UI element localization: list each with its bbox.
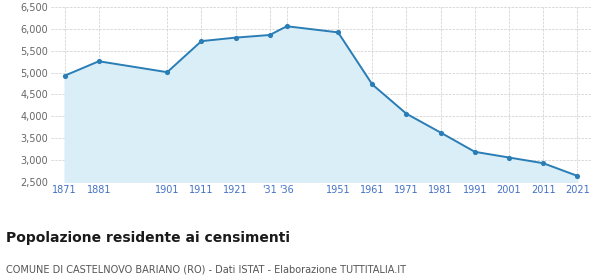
Text: COMUNE DI CASTELNOVO BARIANO (RO) - Dati ISTAT - Elaborazione TUTTITALIA.IT: COMUNE DI CASTELNOVO BARIANO (RO) - Dati… xyxy=(6,265,406,275)
Point xyxy=(436,130,445,135)
Point xyxy=(333,30,343,35)
Point xyxy=(401,111,411,116)
Point xyxy=(60,73,70,78)
Point xyxy=(163,70,172,74)
Point xyxy=(231,35,241,40)
Point xyxy=(538,161,548,165)
Point xyxy=(94,59,104,64)
Point xyxy=(470,150,479,154)
Text: Popolazione residente ai censimenti: Popolazione residente ai censimenti xyxy=(6,231,290,245)
Point xyxy=(504,155,514,160)
Point xyxy=(572,174,582,178)
Point xyxy=(265,33,275,37)
Point xyxy=(197,39,206,43)
Point xyxy=(367,82,377,87)
Point xyxy=(282,24,292,29)
